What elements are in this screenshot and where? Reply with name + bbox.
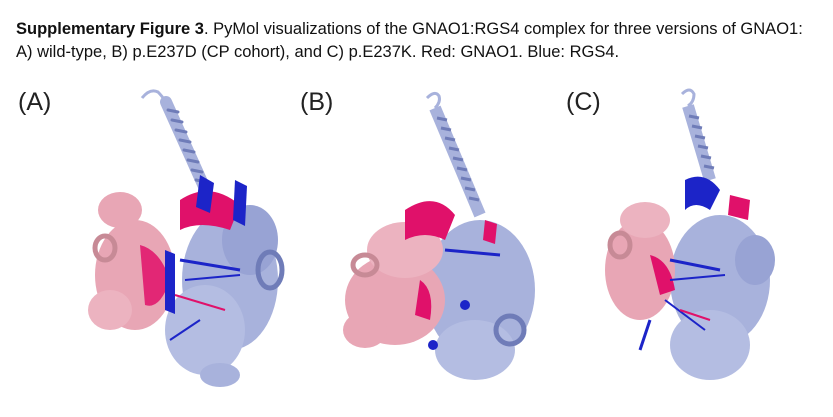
panel-label-a: (A) bbox=[18, 88, 52, 116]
figure-caption: Supplementary Figure 3. PyMol visualizat… bbox=[16, 18, 816, 64]
panel-label-c: (C) bbox=[566, 88, 601, 116]
caption-label: Supplementary Figure 3 bbox=[16, 20, 204, 38]
panel-label-b: (B) bbox=[300, 88, 334, 116]
protein-structure-a bbox=[88, 89, 285, 387]
caption-text: . PyMol visualizations of the GNAO1:RGS4… bbox=[16, 20, 803, 61]
protein-structure-c bbox=[605, 88, 775, 380]
protein-structure-b bbox=[343, 91, 535, 380]
